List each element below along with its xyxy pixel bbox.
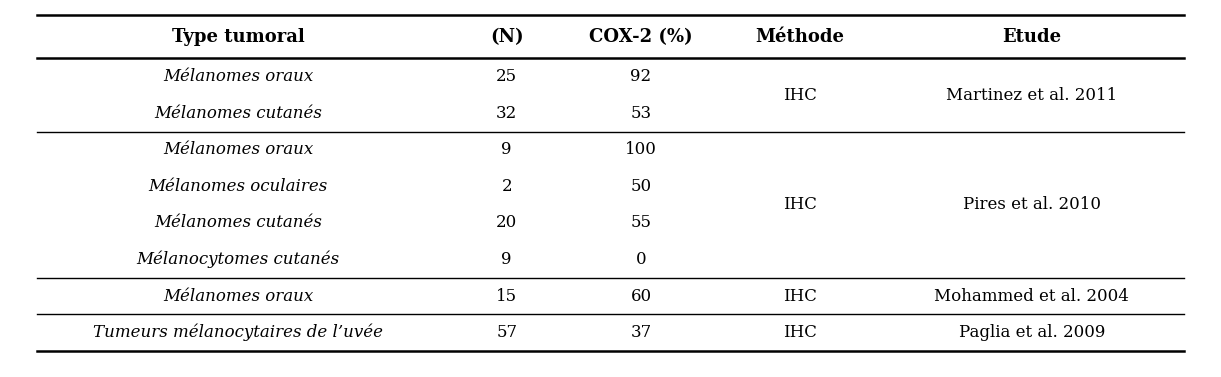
Text: Type tumoral: Type tumoral [172, 28, 304, 46]
Text: IHC: IHC [783, 196, 817, 213]
Text: 57: 57 [496, 324, 518, 341]
Text: Paglia et al. 2009: Paglia et al. 2009 [958, 324, 1105, 341]
Text: 20: 20 [496, 215, 518, 231]
Text: (N): (N) [490, 28, 524, 46]
Text: Mélanomes oraux: Mélanomes oraux [162, 141, 314, 158]
Text: 100: 100 [625, 141, 657, 158]
Text: Mélanomes oculaires: Mélanomes oculaires [149, 178, 327, 195]
Text: 32: 32 [496, 105, 518, 122]
Text: Etude: Etude [1002, 28, 1061, 46]
Text: COX-2 (%): COX-2 (%) [590, 28, 692, 46]
Text: 2: 2 [502, 178, 512, 195]
Text: 9: 9 [502, 141, 512, 158]
Text: Mohammed et al. 2004: Mohammed et al. 2004 [934, 288, 1129, 305]
Text: Mélanomes oraux: Mélanomes oraux [162, 68, 314, 85]
Text: 60: 60 [630, 288, 652, 305]
Text: Mélanocytomes cutanés: Mélanocytomes cutanés [137, 251, 339, 268]
Text: IHC: IHC [783, 288, 817, 305]
Text: Mélanomes cutanés: Mélanomes cutanés [154, 105, 322, 122]
Text: 53: 53 [630, 105, 652, 122]
Text: Mélanomes oraux: Mélanomes oraux [162, 288, 314, 305]
Text: IHC: IHC [783, 86, 817, 104]
Text: 92: 92 [630, 68, 652, 85]
Text: 37: 37 [630, 324, 652, 341]
Text: 25: 25 [496, 68, 518, 85]
Text: Pires et al. 2010: Pires et al. 2010 [962, 196, 1101, 213]
Text: 55: 55 [630, 215, 652, 231]
Text: 50: 50 [630, 178, 652, 195]
Text: 0: 0 [636, 251, 646, 268]
Text: Tumeurs mélanocytaires de l’uvée: Tumeurs mélanocytaires de l’uvée [93, 324, 383, 342]
Text: 9: 9 [502, 251, 512, 268]
Text: IHC: IHC [783, 324, 817, 341]
Text: 15: 15 [496, 288, 518, 305]
Text: Méthode: Méthode [756, 28, 844, 46]
Text: Martinez et al. 2011: Martinez et al. 2011 [946, 86, 1117, 104]
Text: Mélanomes cutanés: Mélanomes cutanés [154, 215, 322, 231]
